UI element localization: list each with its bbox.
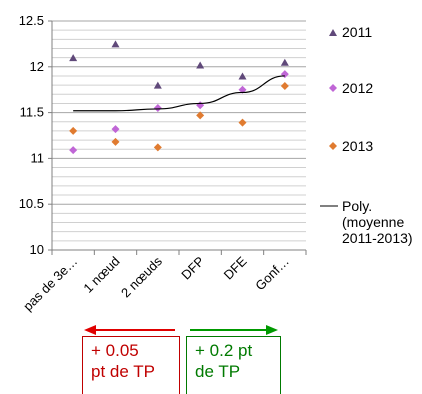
- point-2011: [111, 40, 120, 48]
- legend-item-2013[interactable]: 2013: [329, 138, 373, 154]
- point-2012: [153, 104, 162, 113]
- point-2011: [69, 54, 78, 62]
- annotation-left-line1: + 0.05: [91, 341, 139, 360]
- point-2012: [111, 125, 120, 134]
- point-2013: [196, 111, 205, 120]
- annotation-right-line2: de TP: [195, 362, 241, 381]
- series-layer: [69, 40, 289, 155]
- grid-lines: [52, 20, 306, 251]
- y-tick-label: 11.5: [20, 105, 44, 120]
- point-2013: [153, 143, 162, 152]
- green-arrow-head: [266, 325, 278, 335]
- point-2013: [280, 82, 289, 91]
- y-tick-label: 10.5: [19, 196, 44, 211]
- legend-label-2011: 2011: [342, 24, 372, 40]
- x-tick-label: Gonf…: [252, 254, 292, 294]
- x-tick-label: pas de 3e…: [20, 254, 80, 314]
- point-2012: [69, 146, 78, 155]
- point-2013: [111, 137, 120, 146]
- legend-label-poly-1: Poly.: [342, 198, 372, 214]
- legend: 2011 2012 2013 Poly. (moyenne 2011-2013): [320, 24, 413, 246]
- point-2012: [280, 70, 289, 79]
- point-2013: [238, 118, 247, 127]
- legend-item-poly[interactable]: Poly. (moyenne 2011-2013): [320, 198, 413, 246]
- legend-label-2013: 2013: [342, 138, 373, 154]
- point-2011: [280, 58, 289, 66]
- x-tick-label: DFE: [221, 253, 250, 282]
- legend-marker-2011: [329, 29, 337, 36]
- legend-item-2012[interactable]: 2012: [329, 80, 373, 96]
- y-tick-label: 12.5: [19, 13, 44, 28]
- point-2012: [238, 85, 247, 94]
- x-tick-label: 2 nœuds: [118, 253, 165, 300]
- point-2012: [196, 101, 205, 110]
- legend-item-2011[interactable]: 2011: [329, 24, 372, 40]
- point-2011: [153, 81, 162, 89]
- legend-marker-2012: [329, 84, 337, 92]
- legend-label-poly-2: (moyenne: [342, 214, 404, 230]
- y-tick-label: 10: [30, 242, 44, 257]
- red-arrow-head: [84, 325, 96, 335]
- x-tick-label: DFP: [178, 254, 207, 283]
- y-tick-label: 12: [30, 59, 44, 74]
- legend-label-2012: 2012: [342, 80, 373, 96]
- x-tick-label: 1 nœud: [80, 254, 122, 296]
- series-line-poly: [73, 75, 285, 112]
- annotation-left-line2: pt de TP: [91, 362, 155, 381]
- annotation-right: + 0.2 pt de TP: [186, 336, 281, 394]
- annotation-right-line1: + 0.2 pt: [195, 341, 253, 360]
- legend-marker-2013: [329, 142, 337, 150]
- annotation-left: + 0.05 pt de TP: [82, 336, 180, 394]
- y-tick-label: 11: [31, 150, 45, 165]
- point-2013: [69, 126, 78, 135]
- y-axis: 10 10.5 11 11.5 12 12.5: [19, 13, 53, 257]
- legend-label-poly-3: 2011-2013): [342, 230, 413, 246]
- point-2011: [238, 72, 247, 80]
- arrows: [84, 325, 278, 335]
- point-2011: [196, 61, 205, 69]
